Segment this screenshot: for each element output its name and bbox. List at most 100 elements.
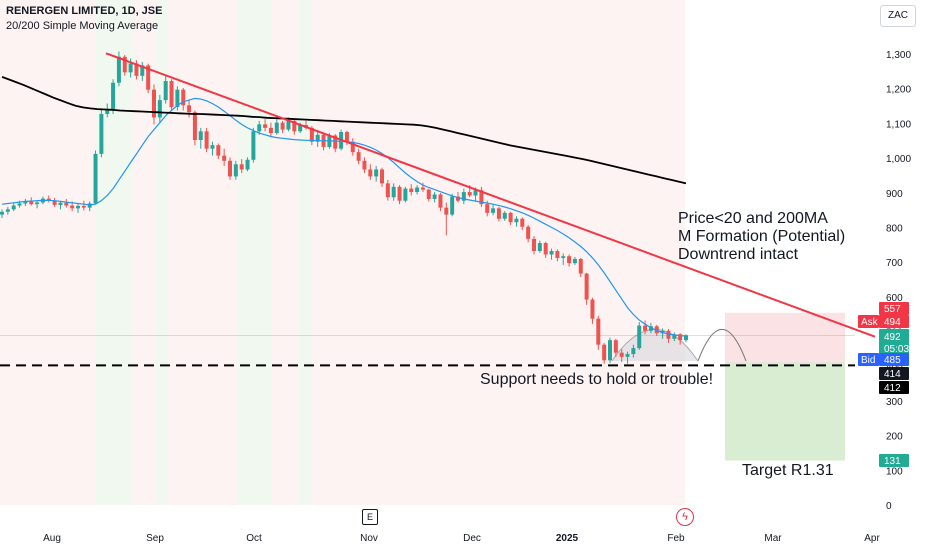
m-formation-arc-2 <box>697 329 747 362</box>
candle-body <box>222 155 227 161</box>
candle-body <box>99 113 104 154</box>
candle-body <box>163 81 168 101</box>
candle-body <box>350 141 355 153</box>
candle-body <box>309 127 314 142</box>
candle-body <box>274 122 279 134</box>
session-band <box>133 0 155 505</box>
candle-body <box>257 124 262 132</box>
candle-body <box>496 208 501 219</box>
candle-body <box>17 203 22 206</box>
session-band <box>238 0 272 505</box>
candle-body <box>81 205 86 208</box>
candle-body <box>23 201 28 204</box>
y-tick-label: 1,200 <box>886 85 911 96</box>
downtrend-line <box>105 52 876 338</box>
price-tag-value: 485 <box>884 355 901 366</box>
lightning-icon[interactable]: ϟ <box>676 508 694 526</box>
candle-body <box>637 325 642 349</box>
candle-body <box>52 200 57 205</box>
earnings-icon[interactable]: E <box>362 509 378 525</box>
candle-body <box>239 164 244 170</box>
y-tick-label: 0 <box>886 501 892 512</box>
support-annotation: Support needs to hold or trouble! <box>480 371 714 388</box>
y-tick-label: 1,000 <box>886 154 911 165</box>
candle-body <box>152 89 156 118</box>
session-band <box>272 0 298 505</box>
price-tag <box>879 367 909 380</box>
candle-body <box>672 334 677 339</box>
candle-body <box>70 205 75 209</box>
candle-body <box>380 169 384 184</box>
candle-body <box>572 258 577 264</box>
candle-body <box>198 131 203 140</box>
price-tag <box>879 302 909 315</box>
candle-body <box>409 188 414 193</box>
price-tag-value: 492 <box>884 332 901 343</box>
candle-body <box>192 112 197 140</box>
candle-body <box>479 190 484 205</box>
candle-body <box>157 100 162 118</box>
candle-body <box>11 205 16 210</box>
candle-body <box>473 190 478 196</box>
price-tag-label: Ask <box>861 317 879 328</box>
price-tag-value: 412 <box>884 383 901 394</box>
candle-body <box>181 89 186 106</box>
candle-body <box>251 131 256 160</box>
candle-body <box>537 243 542 252</box>
candle-body <box>403 188 408 201</box>
x-tick-label: Oct <box>246 533 262 544</box>
candle-body <box>485 204 490 213</box>
candle-body <box>175 89 180 108</box>
analysis-annotation: Price<20 and 200MA M Formation (Potentia… <box>678 210 845 264</box>
candle-body <box>298 125 303 132</box>
session-band <box>0 0 95 505</box>
candle-body <box>549 251 554 255</box>
candle-body <box>286 120 291 130</box>
y-tick-label: 200 <box>886 432 903 443</box>
session-band <box>312 0 685 505</box>
indicator-label[interactable]: 20/200 Simple Moving Average <box>6 20 159 32</box>
currency-button[interactable]: ZAC <box>880 5 916 27</box>
candle-body <box>543 243 548 255</box>
target-annotation: Target R1.31 <box>742 462 834 479</box>
session-band <box>168 0 238 505</box>
candle-body <box>263 124 268 128</box>
candle-body <box>678 334 683 341</box>
candle-body <box>508 212 513 223</box>
price-tag <box>879 454 909 467</box>
candle-body <box>187 105 192 113</box>
candle-body <box>76 205 80 209</box>
candle-body <box>526 226 531 239</box>
candle-body <box>584 273 589 300</box>
x-tick-label: Nov <box>360 533 378 544</box>
candle-body <box>666 330 671 339</box>
candle-body <box>233 164 238 177</box>
price-tag-label-box <box>858 315 879 328</box>
candle-body <box>426 189 431 199</box>
candle-body <box>590 299 595 319</box>
y-tick-label: 600 <box>886 293 903 304</box>
candle-body <box>122 56 127 73</box>
candle-body <box>128 63 133 73</box>
candle-body <box>333 135 338 149</box>
candle-body <box>5 209 10 212</box>
candle-body <box>210 145 215 149</box>
annotation-line-2: M Formation (Potential) <box>678 228 846 245</box>
x-tick-label: Mar <box>764 533 782 544</box>
candle-body <box>648 326 653 331</box>
candle-body <box>567 256 572 264</box>
price-tag-value: 494 <box>884 317 901 328</box>
session-band <box>298 0 312 505</box>
price-tag-label-box <box>858 353 879 366</box>
stop-zone <box>725 312 845 363</box>
candle-body <box>596 318 601 345</box>
price-tag <box>879 353 909 366</box>
candle-body <box>514 218 519 223</box>
candle-body <box>467 192 472 196</box>
session-band <box>155 0 168 505</box>
candle-body <box>613 340 618 353</box>
candle-body <box>684 335 688 341</box>
candle-body <box>438 194 443 208</box>
